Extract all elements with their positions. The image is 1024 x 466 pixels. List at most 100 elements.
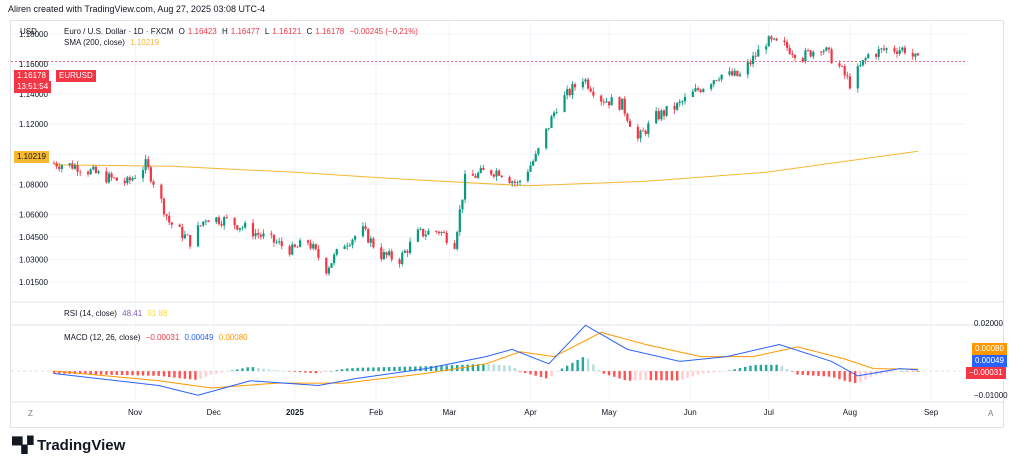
candle-body	[801, 58, 804, 62]
macd-histogram-bar	[513, 367, 516, 372]
macd-histogram-bar	[387, 367, 391, 372]
price-tick-label: 1.14000	[19, 90, 48, 99]
candle-body	[427, 231, 430, 235]
macd-histogram-bar	[440, 365, 443, 372]
candle-body	[626, 113, 629, 121]
macd-histogram-bar	[78, 371, 82, 375]
macd-histogram-bar	[827, 371, 831, 377]
candle-body	[830, 49, 833, 64]
macd-histogram-bar	[848, 371, 852, 382]
candle-body	[639, 130, 642, 139]
macd-histogram-bar	[183, 371, 187, 379]
macd-histogram-bar	[686, 371, 689, 378]
candle-body	[885, 48, 888, 50]
candle-body	[840, 66, 844, 67]
candle-body	[327, 267, 331, 274]
price-tick-label: 1.08000	[19, 180, 48, 189]
macd-histogram-bar	[670, 371, 674, 381]
candle-body	[733, 70, 736, 76]
candle-body	[916, 53, 920, 56]
macd-histogram-bar	[560, 368, 564, 372]
candle-body	[482, 167, 485, 171]
macd-histogram-bar	[681, 371, 684, 380]
candle-body	[440, 232, 443, 234]
candle-body	[678, 101, 681, 104]
candle-body	[385, 252, 388, 256]
time-tick-label: Jun	[684, 408, 697, 417]
macd-histogram-bar	[94, 371, 98, 375]
time-tick-label: Mar	[442, 408, 456, 417]
timezone-button[interactable]: Z	[28, 409, 33, 418]
candle-body	[236, 225, 239, 230]
time-tick-label: Dec	[207, 408, 221, 417]
candle-body	[820, 51, 823, 53]
rsi-legend[interactable]: RSI (14, close) 48.41 51.88	[64, 309, 170, 318]
candle-body	[92, 166, 95, 170]
candle-body	[788, 47, 791, 54]
macd-histogram-bar	[115, 371, 119, 375]
macd-histogram-bar	[283, 371, 286, 372]
macd-histogram-bar	[147, 371, 150, 376]
macd-histogram-bar	[356, 367, 359, 372]
macd-histogram-bar	[209, 371, 213, 375]
sma-legend[interactable]: SMA (200, close) 1.10219	[64, 38, 162, 47]
macd-histogram-bar	[330, 371, 333, 372]
rsi-label: RSI (14, close)	[64, 309, 117, 318]
time-tick-label: May	[601, 408, 616, 417]
candle-body	[382, 252, 385, 260]
symbol-legend[interactable]: Euro / U.S. Dollar · 1D · FXCM O 1.16423 …	[64, 27, 424, 36]
macd-histogram-bar	[864, 371, 867, 380]
candle-body	[443, 232, 446, 233]
auto-scale-button[interactable]: A	[988, 409, 994, 418]
macd-histogram-bar	[822, 371, 825, 377]
candle-body	[563, 95, 566, 112]
candle-body	[424, 234, 427, 237]
candle-body	[97, 171, 100, 174]
candle-body	[60, 165, 63, 169]
candle-body	[571, 84, 574, 96]
macd-histogram-bar	[911, 371, 914, 372]
candle-body	[898, 50, 901, 54]
macd-histogram-bar	[639, 371, 642, 381]
candle-body	[477, 172, 480, 178]
macd-histogram-bar	[607, 371, 611, 376]
candle-body	[694, 88, 697, 92]
macd-histogram-bar	[141, 371, 145, 376]
macd-histogram-bar	[602, 371, 606, 374]
candle-body	[403, 250, 406, 253]
macd-histogram-bar	[592, 364, 595, 372]
macd-histogram-bar	[712, 371, 715, 373]
candle-body	[406, 250, 409, 253]
candles	[52, 35, 920, 276]
candle-body	[772, 38, 776, 40]
candle-body	[848, 76, 852, 89]
candle-body	[513, 181, 516, 183]
macd-hist-value: −0.00031	[145, 333, 180, 342]
candle-body	[68, 163, 71, 166]
price-tick-label: 1.16000	[19, 60, 48, 69]
change-value: −0.00245 (−0.21%)	[349, 27, 418, 36]
candle-body	[89, 169, 92, 175]
candle-body	[587, 79, 590, 89]
candle-body	[893, 48, 896, 52]
macd-histogram-bar	[435, 365, 438, 372]
candle-body	[882, 48, 886, 50]
macd-histogram-bar	[691, 371, 695, 377]
candle-body	[736, 70, 739, 77]
candle-body	[168, 215, 171, 223]
candle-body	[696, 88, 700, 90]
macd-histogram-bar	[314, 371, 318, 374]
macd-histogram-bar	[346, 368, 349, 372]
candle-body	[314, 244, 317, 250]
macd-histogram-bar	[649, 371, 653, 381]
macd-histogram-bar	[99, 371, 103, 375]
candle-body	[445, 232, 448, 243]
macd-legend[interactable]: MACD (12, 26, close) −0.00031 0.00049 0.…	[64, 333, 251, 342]
candle-body	[767, 36, 770, 47]
candle-body	[607, 101, 611, 106]
macd-histogram-bar	[738, 368, 742, 372]
candle-body	[584, 79, 587, 82]
candle-body	[644, 130, 647, 135]
candle-body	[422, 228, 425, 237]
